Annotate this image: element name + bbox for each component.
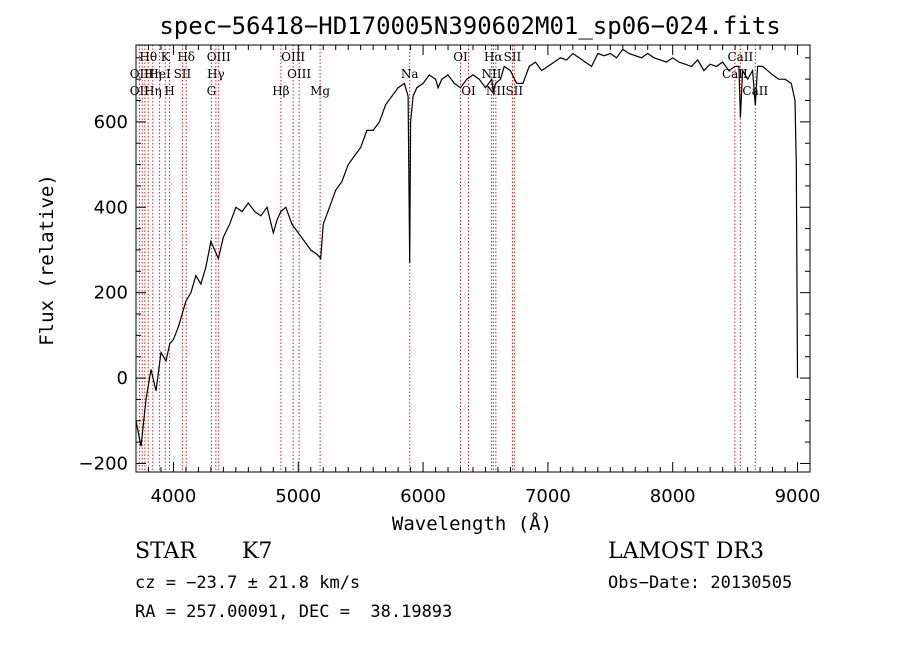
x-tick-label: 7000	[525, 486, 571, 507]
x-axis: 4000 5000 6000 7000 8000 9000	[135, 45, 821, 507]
line-label-1: OII	[130, 67, 150, 81]
y-tick-label: 400	[94, 197, 128, 218]
y-tick-label: 0	[117, 368, 128, 389]
x-axis-label: Wavelength (Å)	[392, 512, 552, 535]
x-tick-label: 8000	[650, 486, 696, 507]
line-label-3: Hη	[144, 67, 162, 81]
line-label-16: Mg	[310, 84, 330, 98]
y-tick-label: 200	[94, 283, 128, 304]
line-label-22: NII	[481, 67, 501, 81]
x-tick-label: 9000	[775, 486, 821, 507]
line-label-7: HeI	[148, 67, 171, 81]
line-label-17: Na	[401, 67, 419, 81]
line-label-8: SII	[174, 67, 192, 81]
y-tick-label: −200	[79, 453, 128, 474]
observation-date: Obs−Date: 20130505	[608, 573, 793, 593]
line-label-25: CaII	[727, 50, 753, 64]
line-label-18: OI	[453, 50, 468, 64]
line-label-10: OIII	[207, 50, 231, 64]
y-axis-label: Flux (relative)	[36, 174, 58, 346]
line-label-11: Hγ	[207, 67, 225, 81]
line-label-9: Hδ	[177, 50, 195, 64]
x-tick-label: 5000	[275, 486, 321, 507]
line-label-15: Hβ	[272, 84, 289, 98]
line-label-27: CaII	[742, 84, 768, 98]
line-label-4: Hη	[144, 84, 162, 98]
spectrum-series	[135, 48, 799, 447]
line-label-5: K	[161, 50, 171, 64]
chart-title: spec−56418−HD170005N390602M01_sp06−024.f…	[159, 12, 780, 40]
line-label-21: SII	[504, 50, 522, 64]
x-tick-label: 4000	[151, 486, 197, 507]
redshift-cz: cz = −23.7 ± 21.8 km/s	[135, 573, 361, 593]
series-line-flux	[135, 48, 799, 447]
line-label-6: H	[164, 84, 174, 98]
line-label-14: OIII	[287, 67, 311, 81]
x-tick-label: 6000	[400, 486, 446, 507]
spectral-line-markers	[138, 45, 756, 472]
survey-label: LAMOST DR3	[608, 539, 764, 564]
line-label-13: OIII	[281, 50, 305, 64]
line-label-0: Hθ	[139, 50, 157, 64]
line-label-24: SII	[505, 84, 523, 98]
subclass: K7	[242, 539, 273, 564]
line-label-23: NII	[486, 84, 506, 98]
object-class: STAR	[135, 539, 196, 564]
coordinates: RA = 257.00091, DEC = 38.19893	[135, 602, 453, 622]
y-axis: −200 0 200 400 600	[79, 57, 810, 474]
line-label-12: G	[207, 84, 217, 98]
line-label-2: OII	[130, 84, 150, 98]
line-label-19: OI	[461, 84, 476, 98]
y-tick-label: 600	[94, 112, 128, 133]
line-label-20: Hα	[484, 50, 503, 64]
plot-frame	[135, 44, 811, 473]
